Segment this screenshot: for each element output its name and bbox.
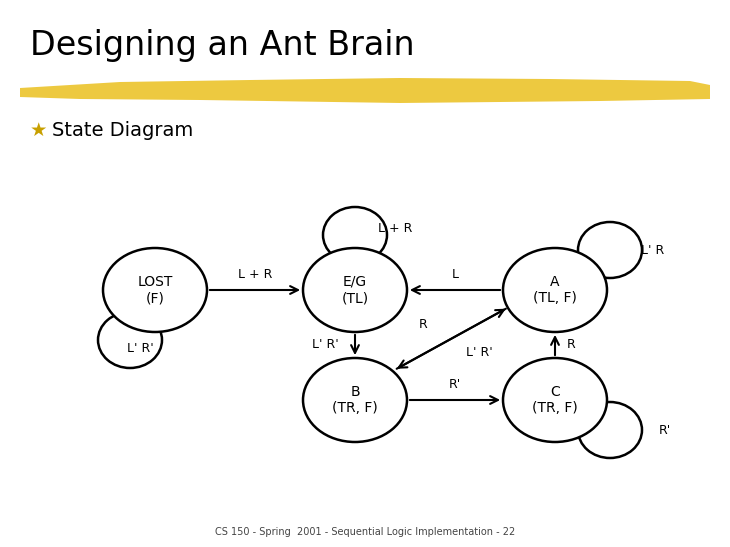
Text: R: R: [419, 318, 428, 331]
Text: A
(TL, F): A (TL, F): [533, 275, 577, 305]
Text: L + R: L + R: [378, 222, 412, 235]
Text: State Diagram: State Diagram: [52, 120, 193, 139]
Ellipse shape: [503, 358, 607, 442]
Text: L: L: [451, 267, 458, 281]
Text: ★: ★: [30, 120, 47, 139]
Text: R: R: [566, 339, 575, 352]
Text: E/G
(TL): E/G (TL): [342, 275, 369, 305]
Text: CS 150 - Spring  2001 - Sequential Logic Implementation - 22: CS 150 - Spring 2001 - Sequential Logic …: [215, 527, 515, 537]
Text: C
(TR, F): C (TR, F): [532, 385, 578, 415]
Ellipse shape: [103, 248, 207, 332]
Text: R': R': [449, 377, 461, 391]
Text: L' R': L' R': [126, 341, 153, 354]
Ellipse shape: [303, 248, 407, 332]
Ellipse shape: [303, 358, 407, 442]
Text: B
(TR, F): B (TR, F): [332, 385, 378, 415]
Polygon shape: [20, 78, 710, 103]
Text: LOST
(F): LOST (F): [137, 275, 173, 305]
Text: L' R: L' R: [642, 243, 664, 257]
Text: Designing an Ant Brain: Designing an Ant Brain: [30, 28, 415, 61]
Text: L + R: L + R: [238, 267, 272, 281]
Text: R': R': [659, 423, 671, 437]
Ellipse shape: [503, 248, 607, 332]
Text: L' R': L' R': [312, 339, 339, 352]
Text: L' R': L' R': [466, 346, 493, 359]
